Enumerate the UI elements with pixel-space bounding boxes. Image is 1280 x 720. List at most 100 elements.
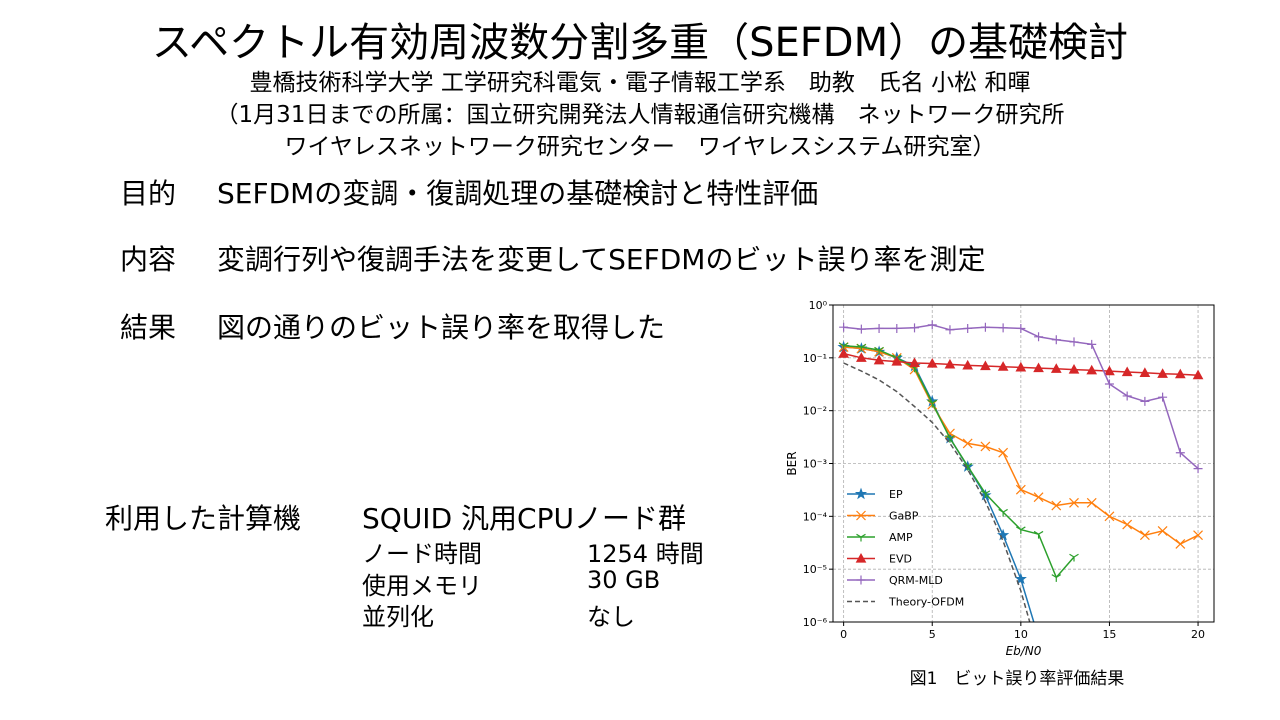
marker bbox=[1086, 364, 1098, 375]
series-line bbox=[843, 344, 1075, 579]
item-text: 図の通りのビット誤り率を取得した bbox=[217, 311, 666, 344]
marker bbox=[892, 323, 902, 333]
marker bbox=[1015, 484, 1026, 495]
affiliation: ワイヤレスネットワーク研究センター ワイヤレスシステム研究室） bbox=[284, 134, 996, 160]
computer-label: 利用した計算機 bbox=[105, 502, 302, 535]
title: スペクトル有効周波数分割多重（SEFDM）の基礎検討 bbox=[151, 20, 1129, 66]
marker bbox=[998, 323, 1008, 333]
legend-label: Theory-OFDM bbox=[888, 596, 964, 609]
marker bbox=[1015, 361, 1027, 372]
marker bbox=[1174, 368, 1186, 379]
marker bbox=[1033, 362, 1044, 373]
spec-label: ノード時間 bbox=[362, 540, 482, 568]
marker bbox=[1175, 448, 1185, 458]
marker bbox=[980, 490, 991, 499]
x-tick-label: 10 bbox=[1014, 628, 1028, 641]
y-tick-label: 10⁻² bbox=[803, 405, 827, 418]
marker bbox=[1157, 525, 1168, 536]
marker bbox=[1122, 391, 1132, 401]
marker bbox=[1157, 368, 1168, 378]
item-label: 結果 bbox=[120, 311, 177, 344]
caption: 図1 ビット誤り率評価結果 bbox=[910, 669, 1125, 689]
marker bbox=[838, 348, 849, 358]
marker bbox=[1068, 364, 1080, 374]
marker bbox=[962, 438, 973, 449]
marker bbox=[1034, 633, 1043, 642]
marker bbox=[1016, 526, 1026, 535]
y-tick-label: 10⁻¹ bbox=[803, 352, 827, 365]
marker bbox=[1175, 539, 1186, 549]
spec-value: 30 GB bbox=[587, 566, 661, 594]
marker bbox=[998, 447, 1009, 458]
marker bbox=[1069, 497, 1079, 508]
legend-label: QRM-MLD bbox=[889, 574, 943, 587]
marker bbox=[1104, 511, 1115, 522]
marker bbox=[1033, 530, 1044, 539]
marker bbox=[1051, 335, 1061, 345]
y-tick-label: 10⁻⁵ bbox=[803, 563, 827, 576]
marker bbox=[1121, 366, 1133, 377]
legend-label: EVD bbox=[889, 553, 912, 566]
marker bbox=[856, 352, 867, 362]
x-tick-label: 15 bbox=[1102, 628, 1116, 641]
marker bbox=[927, 399, 938, 408]
series-line bbox=[843, 362, 1031, 622]
marker bbox=[998, 508, 1008, 517]
marker bbox=[1104, 379, 1114, 389]
marker bbox=[1016, 323, 1026, 333]
marker bbox=[1193, 530, 1203, 541]
marker bbox=[980, 322, 990, 332]
legend-label: AMP bbox=[889, 531, 913, 544]
legend-label: GaBP bbox=[889, 510, 919, 523]
x-axis-label: Eb/N0 bbox=[1006, 644, 1042, 658]
marker bbox=[873, 354, 885, 365]
item-text: 変調行列や復調手法を変更してSEFDMのビット誤り率を測定 bbox=[217, 243, 986, 276]
marker bbox=[909, 357, 920, 368]
computer-name: SQUID 汎用CPUノード群 bbox=[362, 502, 686, 535]
marker bbox=[856, 343, 867, 352]
marker bbox=[854, 487, 868, 500]
marker bbox=[1158, 392, 1168, 402]
x-tick-label: 0 bbox=[840, 628, 847, 641]
marker bbox=[1086, 497, 1097, 508]
marker bbox=[874, 323, 884, 333]
item-label: 目的 bbox=[120, 177, 177, 210]
marker bbox=[1034, 332, 1044, 342]
marker bbox=[944, 358, 956, 369]
marker bbox=[856, 533, 866, 542]
marker bbox=[855, 552, 867, 563]
marker bbox=[1087, 339, 1097, 349]
marker bbox=[980, 441, 991, 452]
spec-label: 使用メモリ bbox=[362, 572, 482, 600]
marker bbox=[1122, 519, 1133, 530]
marker bbox=[1051, 500, 1062, 511]
marker bbox=[856, 575, 866, 585]
marker bbox=[980, 360, 991, 371]
spec-label: 並列化 bbox=[362, 603, 434, 631]
marker bbox=[926, 358, 938, 368]
x-tick-label: 5 bbox=[929, 628, 936, 641]
marker bbox=[1050, 363, 1062, 373]
plot-clip bbox=[837, 320, 1204, 642]
marker bbox=[1192, 369, 1204, 380]
y-axis-label: BER bbox=[785, 451, 799, 475]
marker bbox=[1069, 337, 1079, 347]
item-text: SEFDMの変調・復調処理の基礎検討と特性評価 bbox=[217, 177, 819, 210]
spec-value: 1254 時間 bbox=[587, 540, 704, 568]
y-tick-label: 10⁻⁴ bbox=[803, 510, 828, 523]
item-label: 内容 bbox=[120, 243, 177, 276]
marker bbox=[856, 324, 866, 334]
marker bbox=[1069, 553, 1079, 562]
y-tick-label: 10⁻⁶ bbox=[803, 616, 828, 629]
marker bbox=[997, 361, 1009, 371]
marker bbox=[997, 528, 1010, 541]
marker bbox=[945, 325, 955, 335]
plot-frame bbox=[832, 304, 1215, 623]
marker bbox=[1051, 574, 1062, 582]
marker bbox=[1193, 464, 1203, 474]
marker bbox=[927, 320, 937, 330]
marker bbox=[910, 323, 920, 333]
marker bbox=[1139, 530, 1150, 541]
